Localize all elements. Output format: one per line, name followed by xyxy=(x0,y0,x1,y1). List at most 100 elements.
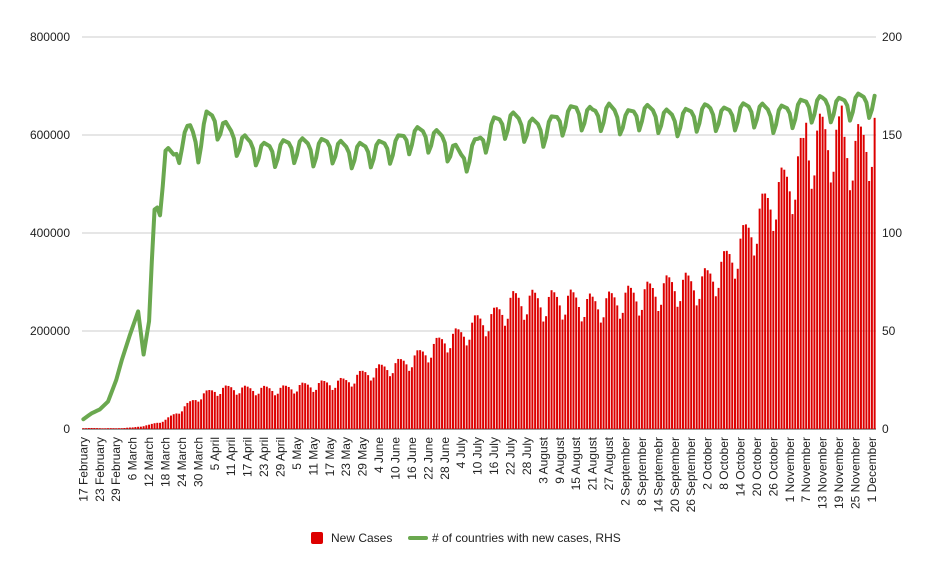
new-cases-bar xyxy=(868,180,871,429)
new-cases-bar xyxy=(465,345,468,429)
y-right-tick-label: 200 xyxy=(882,30,902,44)
x-tick-label: 4 July xyxy=(454,437,468,468)
new-cases-bar xyxy=(506,318,509,429)
y-right-tick-label: 100 xyxy=(882,226,902,240)
new-cases-bar xyxy=(870,166,873,430)
x-tick-label: 22 June xyxy=(421,437,435,480)
x-tick-label: 6 March xyxy=(126,437,140,480)
new-cases-bar xyxy=(238,393,241,429)
new-cases-bar xyxy=(569,289,572,429)
new-cases-bar xyxy=(249,388,252,429)
new-cases-bar xyxy=(443,343,446,429)
x-tick-label: 14 Septemebr xyxy=(651,437,665,512)
new-cases-bar xyxy=(627,285,630,429)
x-tick-label: 11 May xyxy=(306,437,320,475)
new-cases-bar xyxy=(547,296,550,429)
new-cases-bar xyxy=(583,316,586,429)
axes: 0 0 200000 50 400000 100 600000 150 800000 200 17 … xyxy=(30,30,902,512)
new-cases-bar xyxy=(90,427,93,429)
new-cases-bar xyxy=(567,295,569,429)
new-cases-bar xyxy=(380,364,383,429)
new-cases-bar xyxy=(813,175,816,429)
new-cases-bar xyxy=(662,283,665,429)
x-tick-label: 18 March xyxy=(159,437,173,487)
new-cases-bar xyxy=(117,428,120,429)
new-cases-bar xyxy=(468,339,471,429)
new-cases-bar xyxy=(758,208,761,429)
new-cases-bar xyxy=(306,384,309,429)
new-cases-bar xyxy=(369,380,372,429)
legend-label-countries: # of countries with new cases, RHS xyxy=(432,531,621,545)
new-cases-bar xyxy=(180,411,183,429)
y-left-tick-label: 800000 xyxy=(30,30,70,44)
new-cases-bar xyxy=(723,251,726,429)
new-cases-bar xyxy=(854,140,857,429)
x-tick-label: 19 November xyxy=(832,437,846,509)
new-cases-bar xyxy=(673,291,676,429)
new-cases-bar xyxy=(786,176,788,429)
new-cases-bar xyxy=(123,428,126,429)
x-tick-label: 15 August xyxy=(569,436,583,490)
new-cases-bar xyxy=(320,380,323,429)
new-cases-bar xyxy=(164,419,167,429)
new-cases-bar xyxy=(148,424,151,429)
new-cases-bar xyxy=(747,227,750,429)
x-tick-label: 26 September xyxy=(684,437,698,512)
new-cases-bar xyxy=(783,169,786,429)
new-cases-bar xyxy=(528,295,531,429)
new-cases-bar xyxy=(93,428,96,429)
new-cases-bar xyxy=(829,182,832,429)
x-tick-label: 5 April xyxy=(208,437,222,470)
new-cases-bar xyxy=(197,401,200,429)
x-tick-label: 27 August xyxy=(602,436,616,490)
y-left-tick-label: 400000 xyxy=(30,226,70,240)
new-cases-bar xyxy=(430,357,433,429)
x-tick-label: 16 June xyxy=(405,437,419,480)
new-cases-bar xyxy=(624,292,627,429)
new-cases-bar xyxy=(676,306,679,429)
new-cases-bar xyxy=(399,359,402,429)
new-cases-bar xyxy=(424,355,427,429)
new-cases-bar xyxy=(183,406,186,429)
new-cases-bar xyxy=(556,296,559,429)
new-cases-bar xyxy=(857,124,860,429)
new-cases-bar xyxy=(504,325,506,429)
new-cases-bar xyxy=(153,423,156,429)
new-cases-bar xyxy=(810,188,813,429)
new-cases-bar xyxy=(421,351,424,429)
new-cases-bar xyxy=(178,413,181,429)
new-cases-bar xyxy=(375,368,378,429)
new-cases-bar xyxy=(501,314,504,429)
new-cases-bar xyxy=(684,272,687,429)
new-cases-bar xyxy=(791,214,794,429)
new-cases-bar xyxy=(386,370,389,429)
new-cases-bar xyxy=(361,370,364,429)
new-cases-bar xyxy=(309,387,312,429)
new-cases-bar xyxy=(487,331,490,429)
new-cases-bar xyxy=(591,296,594,429)
new-cases-bar xyxy=(87,428,90,429)
new-cases-bar xyxy=(575,297,578,429)
new-cases-bar xyxy=(698,298,701,429)
new-cases-bar xyxy=(701,276,704,429)
new-cases-bar xyxy=(525,314,528,429)
y-right-tick-label: 50 xyxy=(882,324,896,338)
new-cases-bar xyxy=(545,316,548,429)
new-cases-bar xyxy=(531,289,534,429)
new-cases-bar xyxy=(150,423,153,429)
countries-line-group xyxy=(81,91,877,422)
new-cases-bar xyxy=(298,385,301,429)
new-cases-bar xyxy=(137,426,140,429)
x-tick-label: 17 May xyxy=(323,437,337,476)
new-cases-bar xyxy=(728,254,731,429)
x-tick-label: 30 March xyxy=(191,437,205,487)
x-tick-label: 28 July xyxy=(520,437,534,475)
new-cases-bars xyxy=(82,105,876,430)
new-cases-bar xyxy=(334,387,337,429)
new-cases-bar xyxy=(709,273,712,429)
new-cases-bar xyxy=(859,126,862,429)
new-cases-bar xyxy=(293,393,296,429)
new-cases-bar xyxy=(328,385,331,429)
new-cases-bar xyxy=(337,380,339,429)
new-cases-bar xyxy=(260,387,263,429)
